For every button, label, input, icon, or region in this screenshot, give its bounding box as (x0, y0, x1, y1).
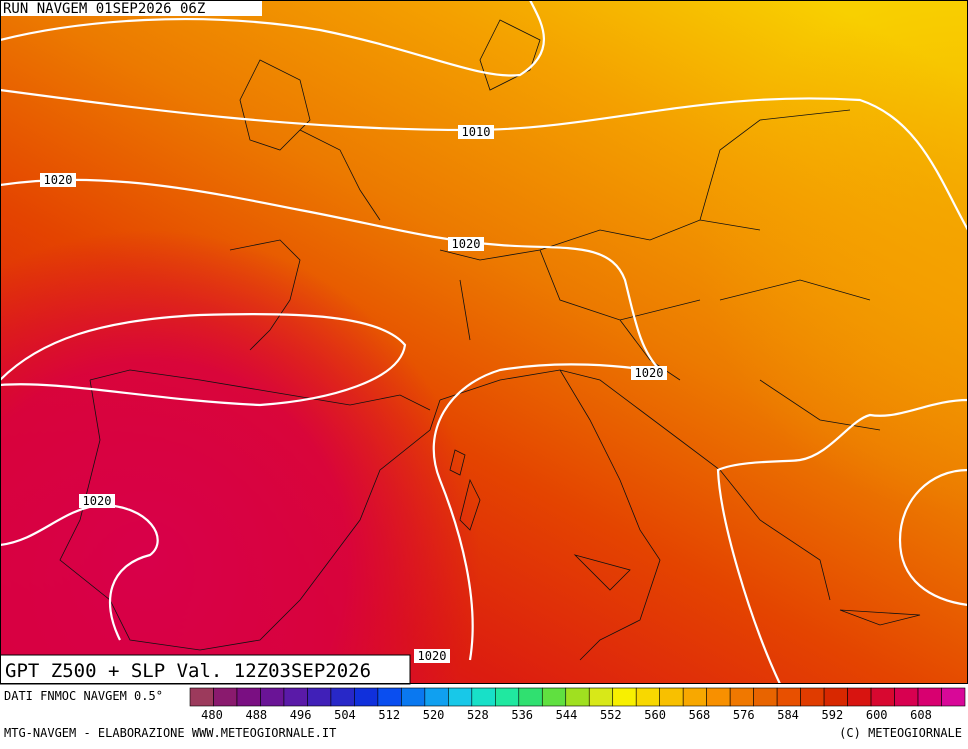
isobar-label: 1020 (418, 649, 447, 663)
isobars (0, 0, 968, 684)
coastlines (59, 19, 921, 661)
colorbar-box (612, 687, 637, 707)
colorbar-box (753, 687, 778, 707)
colorbar-label: 576 (733, 708, 755, 722)
colorbar-box (847, 687, 872, 707)
label-box (448, 237, 484, 251)
label-box (414, 649, 450, 663)
map-title: GPT Z500 + SLP Val. 12Z03SEP2026 (5, 660, 371, 682)
colorbar-label: 584 (777, 708, 799, 722)
colorbar-box (189, 687, 214, 707)
label-box (458, 125, 494, 139)
colorbar-box (823, 687, 848, 707)
data-source: DATI FNMOC NAVGEM 0.5° (4, 689, 163, 703)
colorbar-box (682, 687, 707, 707)
colorbar-label: 496 (290, 708, 312, 722)
colorbar-box (354, 687, 379, 707)
colorbar-box (588, 687, 614, 707)
colorbar-box (236, 687, 261, 707)
label-box (40, 173, 76, 187)
colorbar-box (330, 687, 355, 707)
colorbar-label: 568 (689, 708, 711, 722)
colorbar: 480 488 496 504 512 520 528 536 544 552 560 568 576 5… (189, 687, 966, 722)
colorbar-box (941, 687, 966, 707)
map-area: 1010 1020 1020 1020 1020 1020 RUN NAVGEM… (0, 0, 968, 685)
colorbar-label: 608 (910, 708, 932, 722)
colorbar-box (800, 687, 825, 707)
isobar-label: 1020 (452, 237, 481, 251)
colorbar-box (635, 687, 660, 707)
colorbar-box (917, 687, 942, 707)
colorbar-box (870, 687, 895, 707)
colorbar-box (283, 687, 308, 707)
colorbar-label: 544 (556, 708, 578, 722)
colorbar-box (565, 687, 590, 707)
isobar-label: 1010 (462, 125, 491, 139)
header-box (0, 0, 262, 16)
colorbar-box (706, 687, 731, 707)
colorbar-label: 560 (644, 708, 666, 722)
colorbar-label: 528 (467, 708, 489, 722)
colorbar-box (377, 687, 402, 707)
colorbar-box (729, 687, 754, 707)
footer-left: MTG-NAVGEM - ELABORAZIONE WWW.METEOGIORN… (4, 726, 336, 740)
isobar-label: 1020 (635, 366, 664, 380)
run-info: RUN NAVGEM 01SEP2026 06Z (3, 1, 205, 17)
colorbar-label: 600 (866, 708, 888, 722)
colorbar-box (659, 687, 684, 707)
colorbar-label: 592 (822, 708, 844, 722)
label-box (79, 494, 115, 508)
isobar-label: 1020 (44, 173, 73, 187)
colorbar-label: 480 (201, 708, 223, 722)
colorbar-box (424, 687, 449, 707)
isobar-label: 1020 (83, 494, 112, 508)
colorbar-box (448, 687, 473, 707)
colorbar-label: 536 (511, 708, 533, 722)
footer-right: (C) METEOGIORNALE (839, 726, 962, 740)
colorbar-label: 552 (600, 708, 622, 722)
colorbar-box (471, 687, 496, 707)
colorbar-box (894, 687, 919, 707)
colorbar-box (495, 687, 520, 707)
colorbar-box (776, 687, 801, 707)
colorbar-label: 488 (245, 708, 267, 722)
colorbar-box (518, 687, 543, 707)
label-box (631, 366, 667, 380)
field-z500 (0, 0, 968, 684)
colorbar-box (541, 687, 567, 707)
colorbar-label: 520 (423, 708, 445, 722)
colorbar-box (401, 687, 426, 707)
colorbar-box (260, 687, 285, 707)
colorbar-label: 512 (378, 708, 400, 722)
colorbar-box (307, 687, 332, 707)
colorbar-box (213, 687, 238, 707)
colorbar-label: 504 (334, 708, 356, 722)
isobar-labels: 1010 1020 1020 1020 1020 1020 (40, 125, 667, 663)
